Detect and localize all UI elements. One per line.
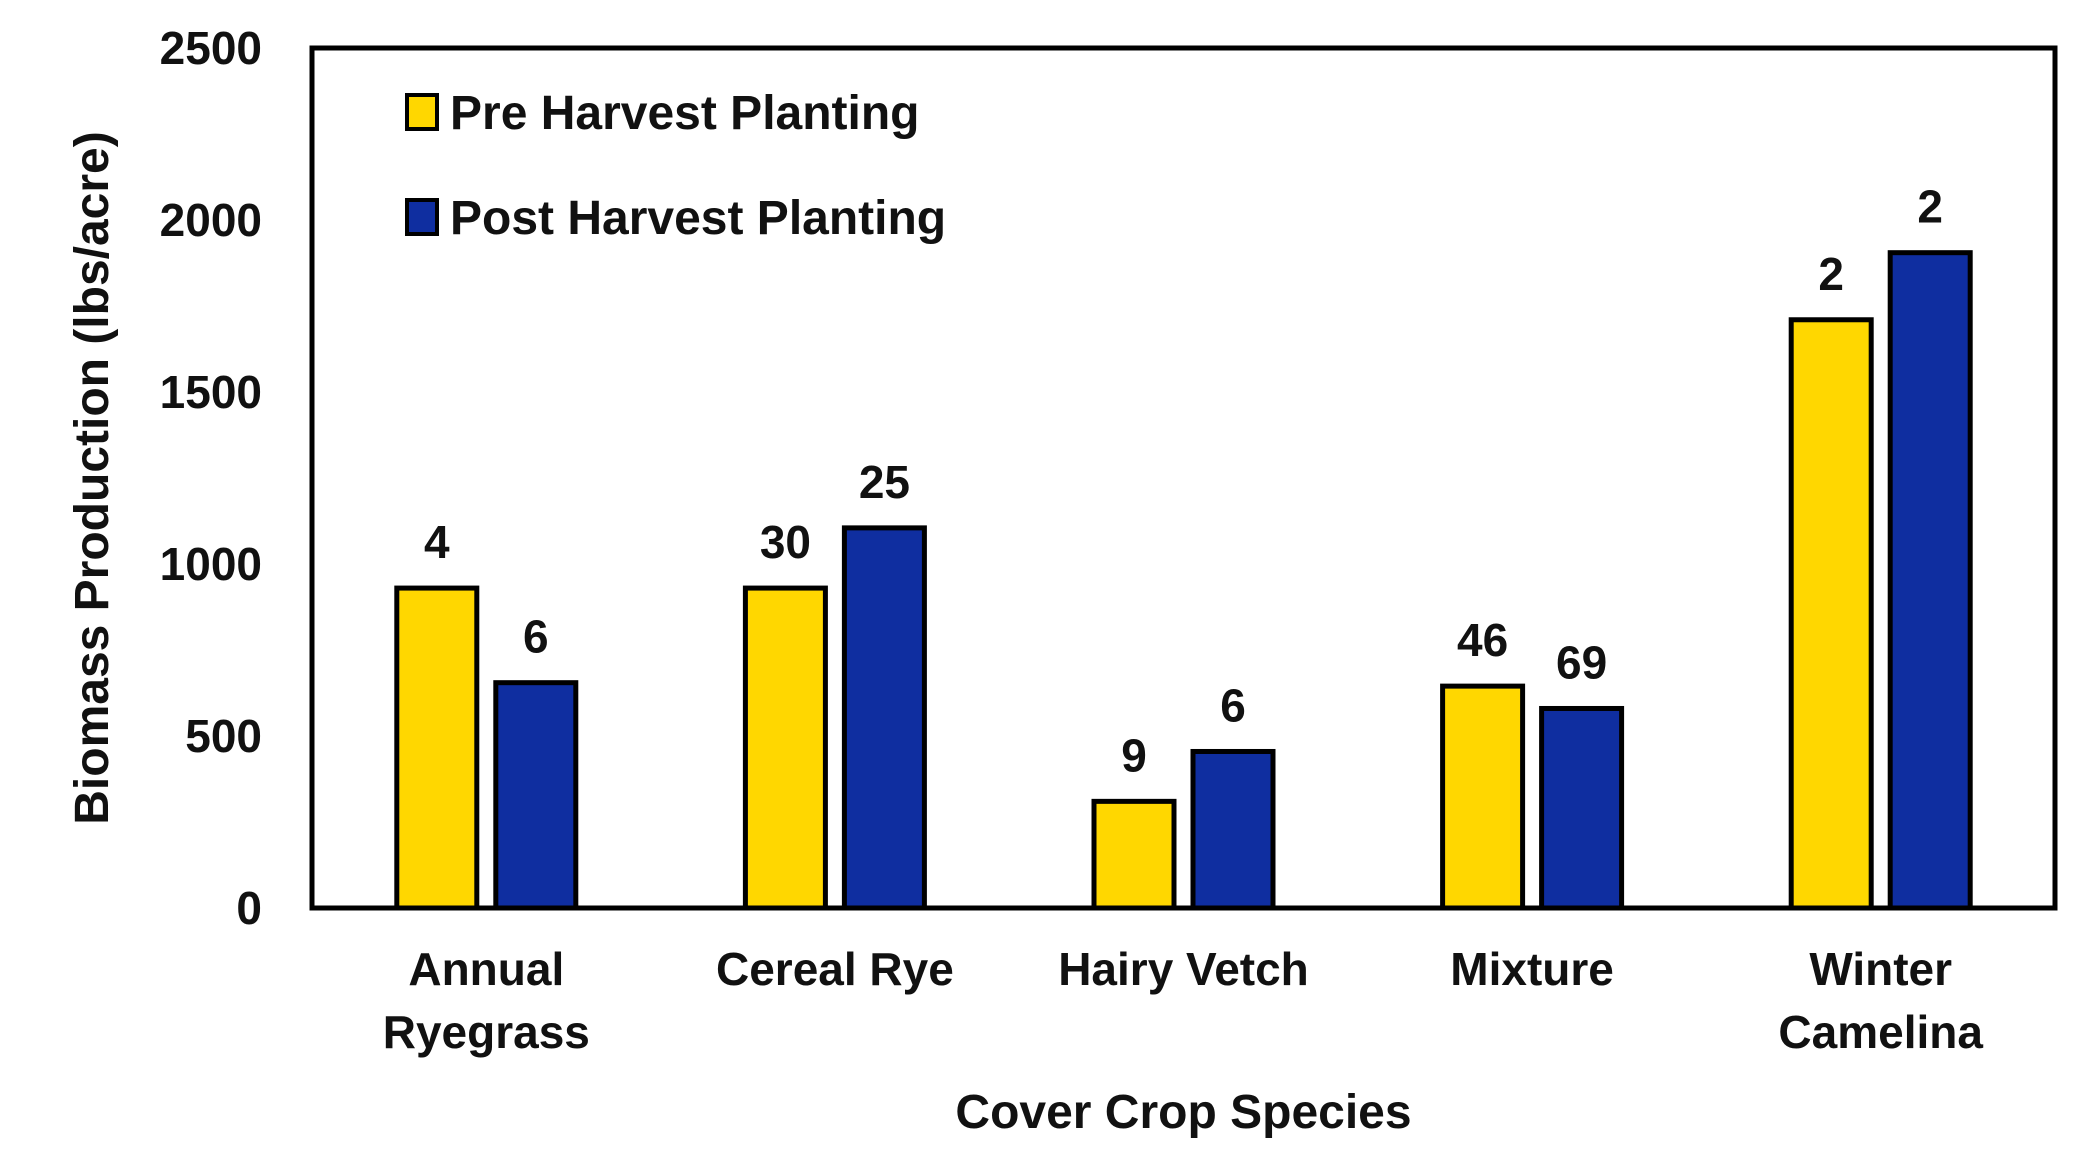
bar <box>742 585 828 911</box>
y-tick-label: 0 <box>236 882 262 934</box>
bars <box>394 250 1973 911</box>
data-label: 69 <box>1556 636 1607 688</box>
data-label: 6 <box>1220 679 1246 731</box>
y-tick-label: 500 <box>185 710 262 762</box>
bar <box>1190 748 1276 911</box>
data-label: 2 <box>1818 248 1844 300</box>
bar <box>1539 705 1625 911</box>
bar <box>841 525 927 911</box>
x-axis-title: Cover Crop Species <box>955 1086 1411 1139</box>
bar <box>1788 317 1874 911</box>
bar <box>1091 798 1177 911</box>
data-label: 4 <box>424 516 450 568</box>
bar <box>1440 683 1526 911</box>
x-category-label: Annual <box>408 943 564 995</box>
legend: Pre Harvest Planting Post Harvest Plantin… <box>405 87 946 245</box>
x-category-label: Hairy Vetch <box>1058 943 1309 995</box>
x-category-label: Camelina <box>1778 1006 1983 1058</box>
y-tick-label: 1000 <box>160 538 262 590</box>
plot-area-frame <box>309 45 2058 911</box>
bar <box>493 680 579 911</box>
x-category-label: Mixture <box>1450 943 1614 995</box>
data-label: 30 <box>760 516 811 568</box>
data-label: 25 <box>859 456 910 508</box>
legend-swatch <box>405 93 439 131</box>
bar <box>1887 250 1973 911</box>
data-label: 2 <box>1917 181 1943 233</box>
data-label: 9 <box>1121 729 1147 781</box>
legend-swatch <box>405 198 439 236</box>
y-axis-title: Biomass Production (lbs/acre) <box>66 131 119 825</box>
y-axis-ticks: 0 500 1000 1500 2000 2500 <box>160 22 262 934</box>
legend-label: Post Harvest Planting <box>450 192 946 245</box>
data-label: 6 <box>523 611 549 663</box>
x-category-label: Winter <box>1809 943 1952 995</box>
y-tick-label: 2500 <box>160 22 262 74</box>
y-tick-label: 1500 <box>160 366 262 418</box>
x-axis-category-labels: Annual Ryegrass Cereal Rye Hairy Vetch Mixtu… <box>383 943 1984 1058</box>
x-category-label: Cereal Rye <box>716 943 954 995</box>
data-label: 46 <box>1457 614 1508 666</box>
x-category-label: Ryegrass <box>383 1006 590 1058</box>
legend-label: Pre Harvest Planting <box>450 87 920 140</box>
bar <box>394 585 480 911</box>
y-tick-label: 2000 <box>160 194 262 246</box>
